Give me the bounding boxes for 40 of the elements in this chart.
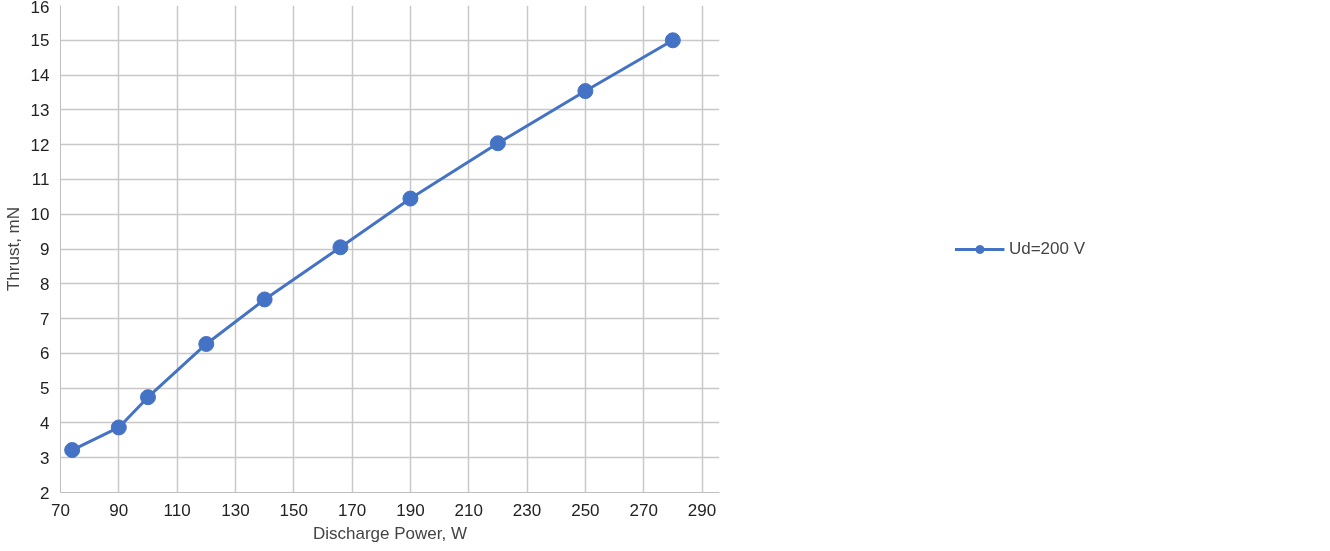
y-tick-label: 10 [30,205,50,225]
y-axis-title: Thrust, mN [3,206,23,292]
x-axis-title: Discharge Power, W [313,523,467,543]
x-tick-label: 190 [396,500,425,520]
x-tick-label: 270 [629,500,658,520]
y-tick-label: 15 [30,31,50,51]
y-tick-label: 16 [30,0,50,17]
x-tick-label: 110 [163,500,191,520]
x-tick-label: 90 [109,500,129,520]
point [139,389,156,406]
y-tick-label: 3 [40,448,50,468]
y-tick-label: 7 [40,309,50,329]
y-tick-label: 9 [40,240,50,259]
point [402,190,419,207]
y-tick-label: 2 [40,483,50,503]
x-tick-label: 230 [512,500,542,520]
point [577,83,594,100]
point [256,291,273,308]
x-tick-label: 250 [571,500,600,520]
point [110,419,127,436]
y-tick-label: 11 [31,170,50,190]
point [664,32,681,49]
y-tick-label: 13 [30,100,50,120]
y-tick-label: 8 [40,274,50,294]
x-tick-label: 150 [279,500,308,520]
point [489,135,506,152]
y-tick-label: 14 [30,66,50,86]
point [64,442,81,459]
x-tick-label: 70 [51,500,70,520]
x-tick-label: 210 [454,500,483,520]
legend-label: Ud=200 V [1008,238,1086,259]
y-tick-label: 12 [30,135,50,155]
y-tick-label: 4 [40,413,50,433]
y-tick-label: 5 [40,379,50,399]
x-tick-label: 130 [221,500,250,520]
point [332,239,349,256]
point [198,335,215,352]
x-tick-label: 290 [687,500,717,520]
x-tick-label: 170 [337,500,367,520]
y-tick-label: 6 [40,344,50,364]
